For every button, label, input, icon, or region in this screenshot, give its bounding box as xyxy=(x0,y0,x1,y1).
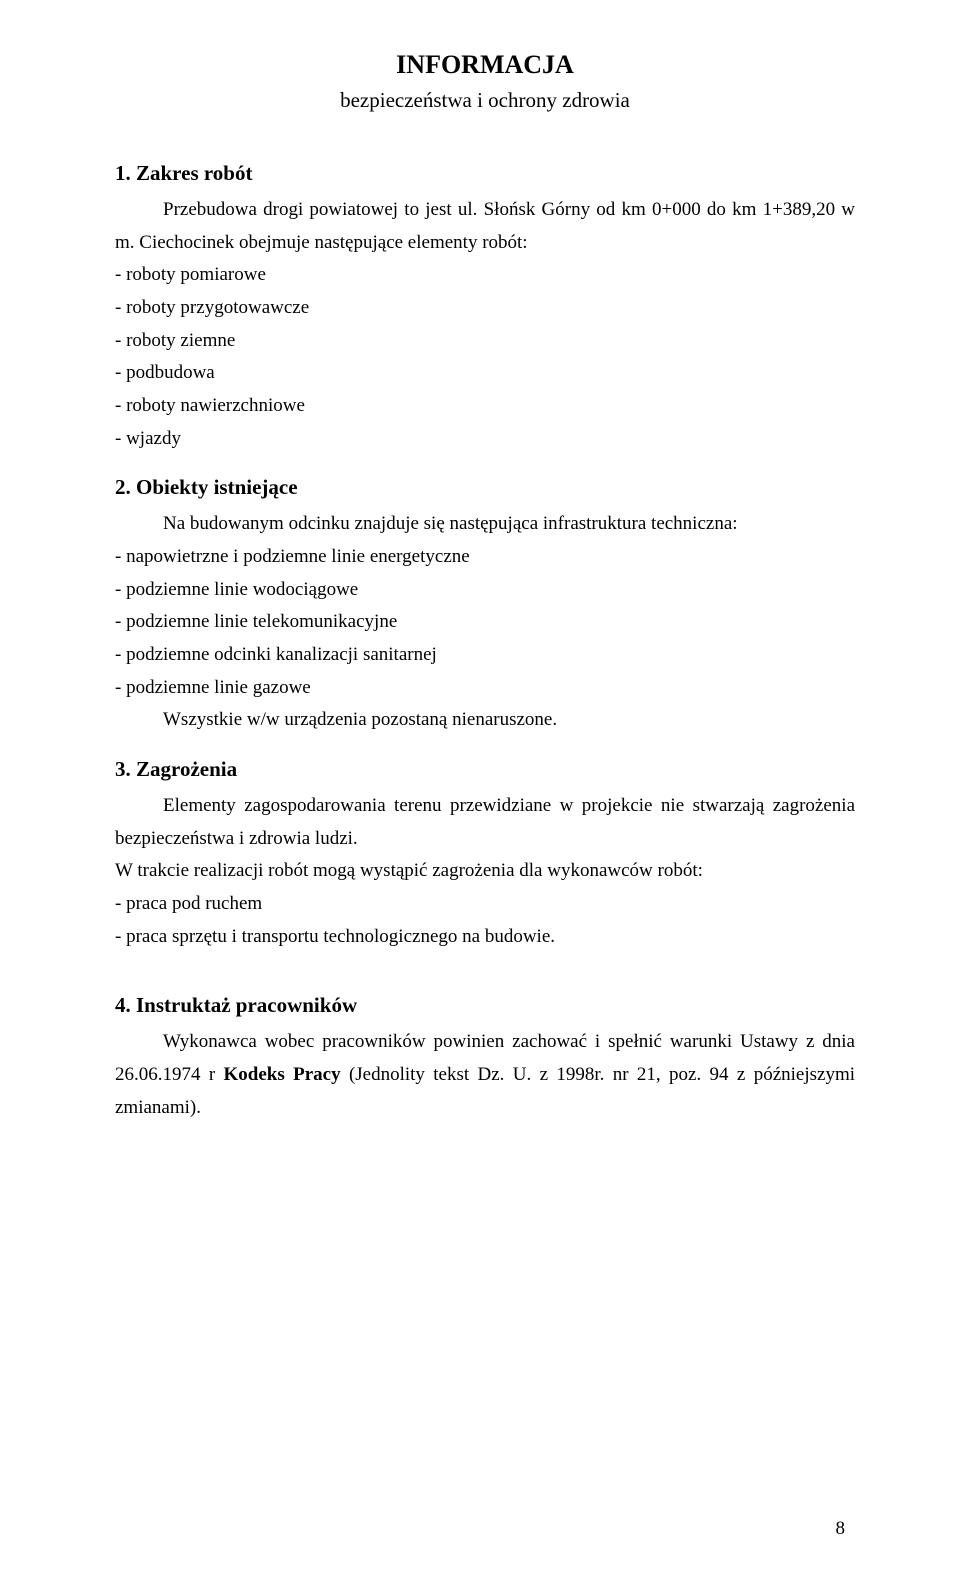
list-item: - podbudowa xyxy=(115,357,855,390)
section-4-bold: Kodeks Pracy xyxy=(224,1064,341,1085)
section-3-heading: 3. Zagrożenia xyxy=(115,757,855,782)
list-item: - podziemne linie gazowe xyxy=(115,672,855,705)
list-item: - podziemne linie wodociągowe xyxy=(115,574,855,607)
list-item: - roboty pomiarowe xyxy=(115,259,855,292)
document-subtitle: bezpieczeństwa i ochrony zdrowia xyxy=(115,88,855,113)
list-item: - roboty ziemne xyxy=(115,325,855,358)
list-item: - wjazdy xyxy=(115,423,855,456)
list-item: - napowietrzne i podziemne linie energet… xyxy=(115,541,855,574)
list-item: - roboty nawierzchniowe xyxy=(115,390,855,423)
list-item: - praca sprzętu i transportu technologic… xyxy=(115,921,855,954)
list-item: - podziemne linie telekomunikacyjne xyxy=(115,606,855,639)
document-title: INFORMACJA xyxy=(115,50,855,80)
section-3-para1: Elementy zagospodarowania terenu przewid… xyxy=(115,790,855,855)
section-2-intro: Na budowanym odcinku znajduje się następ… xyxy=(115,508,855,541)
section-4-para: Wykonawca wobec pracowników powinien zac… xyxy=(115,1026,855,1124)
page-number: 8 xyxy=(836,1518,846,1540)
section-2-heading: 2. Obiekty istniejące xyxy=(115,475,855,500)
section-1-heading: 1. Zakres robót xyxy=(115,161,855,186)
section-1-intro: Przebudowa drogi powiatowej to jest ul. … xyxy=(115,194,855,259)
list-item: - praca pod ruchem xyxy=(115,888,855,921)
list-item: - roboty przygotowawcze xyxy=(115,292,855,325)
section-3-para2: W trakcie realizacji robót mogą wystąpić… xyxy=(115,855,855,888)
section-2-closing: Wszystkie w/w urządzenia pozostaną niena… xyxy=(115,704,855,737)
section-4-heading: 4. Instruktaż pracowników xyxy=(115,993,855,1018)
list-item: - podziemne odcinki kanalizacji sanitarn… xyxy=(115,639,855,672)
